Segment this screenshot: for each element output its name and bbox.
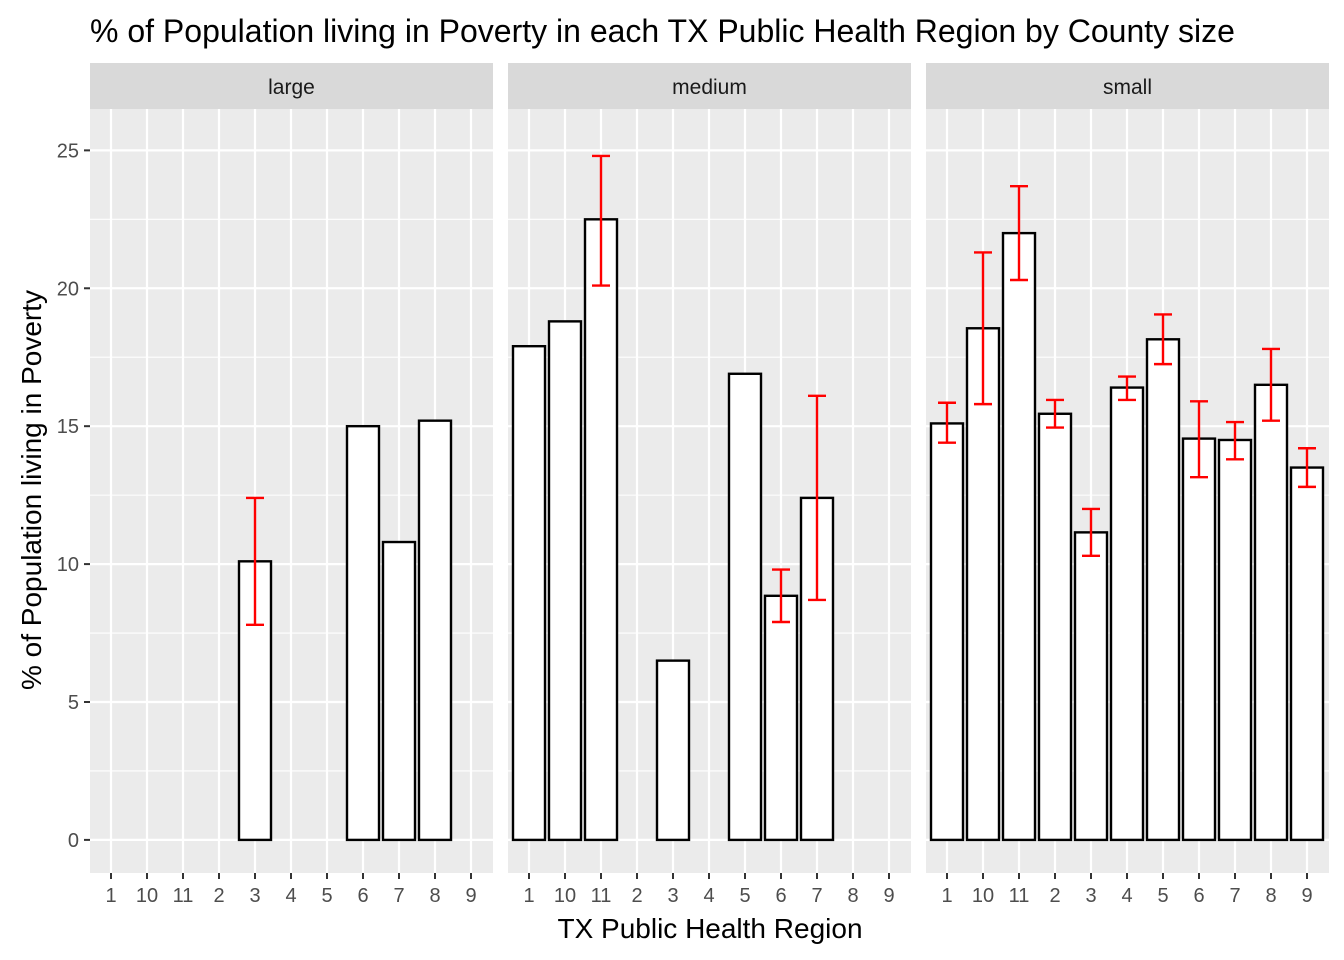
strip-label-small: small [1103, 76, 1152, 99]
x-tick-label: 9 [883, 885, 894, 907]
y-tick-label: 10 [57, 554, 79, 576]
x-tick-label: 3 [1085, 885, 1096, 907]
bar-small-10 [965, 327, 1001, 842]
x-tick-label: 5 [1157, 885, 1168, 907]
bar-medium-3 [655, 659, 691, 842]
strip-background [90, 63, 493, 109]
x-tick-label: 8 [1265, 885, 1276, 907]
facet-large: large 1 10 11 2 3 4 5 6 7 8 9 [90, 63, 493, 907]
x-tick-label: 10 [972, 885, 994, 907]
errorbar-medium-11 [592, 154, 610, 287]
x-tick-label: 7 [1229, 885, 1240, 907]
x-tick-label: 6 [1193, 885, 1204, 907]
errorbar-small-8 [1262, 347, 1280, 422]
bar-small-7 [1217, 438, 1253, 842]
y-tick-label: 20 [57, 278, 79, 300]
facet-small: small 1 10 11 2 3 4 5 6 7 8 9 [926, 63, 1329, 907]
bar-large-7 [381, 540, 417, 842]
errorbar-large-3 [246, 496, 264, 626]
bar-small-8 [1253, 383, 1289, 842]
errorbar-small-10 [974, 251, 992, 406]
x-tick-label: 5 [739, 885, 750, 907]
x-tick-label: 2 [213, 885, 224, 907]
errorbar-medium-6 [772, 568, 790, 624]
x-tick-label: 2 [631, 885, 642, 907]
x-tick-label: 11 [1009, 885, 1030, 907]
bar-medium-5 [727, 372, 763, 842]
errorbar-small-3 [1082, 507, 1100, 558]
x-tick-label: 1 [523, 885, 534, 907]
x-tick-label: 9 [465, 885, 476, 907]
x-tick-label: 10 [136, 885, 158, 907]
x-tick-label: 8 [429, 885, 440, 907]
x-tick-label: 5 [321, 885, 332, 907]
bar-medium-6 [763, 594, 799, 842]
bar-large-8 [417, 419, 453, 842]
x-tick-label: 11 [173, 885, 194, 907]
bar-small-3 [1073, 531, 1109, 842]
errorbar-small-6 [1190, 400, 1208, 479]
bar-medium-10 [547, 320, 583, 842]
x-tick-label: 10 [554, 885, 576, 907]
x-tick-label: 8 [847, 885, 858, 907]
errorbar-small-5 [1154, 313, 1172, 366]
x-tick-label: 1 [941, 885, 952, 907]
y-tick-label: 5 [68, 692, 79, 714]
bar-medium-11 [583, 218, 619, 842]
chart-title: % of Population living in Poverty in eac… [90, 13, 1235, 49]
bar-small-4 [1109, 386, 1145, 842]
bar-small-1 [929, 422, 965, 842]
bar-small-9 [1289, 466, 1325, 842]
errorbar-small-11 [1010, 185, 1028, 282]
x-tick-label: 7 [393, 885, 404, 907]
x-tick-label: 7 [811, 885, 822, 907]
bar-medium-1 [511, 344, 547, 842]
bar-small-11 [1001, 231, 1037, 842]
strip-label-medium: medium [672, 76, 747, 99]
bar-small-2 [1037, 412, 1073, 842]
bar-small-6 [1181, 437, 1217, 842]
bar-large-6 [345, 424, 381, 842]
x-tick-label: 1 [105, 885, 116, 907]
x-tick-label: 6 [775, 885, 786, 907]
x-tick-label: 11 [591, 885, 612, 907]
y-tick-label: 0 [68, 830, 79, 852]
y-axis-title: % of Population living in Poverty [16, 290, 47, 690]
strip-background [508, 63, 911, 109]
bar-small-5 [1145, 338, 1181, 842]
errorbar-small-7 [1226, 420, 1244, 461]
errorbar-small-2 [1046, 398, 1064, 429]
y-tick-label: 15 [57, 416, 79, 438]
x-tick-label: 6 [357, 885, 368, 907]
x-tick-label: 4 [1121, 885, 1132, 907]
strip-label-large: large [268, 76, 315, 99]
errorbar-small-9 [1298, 447, 1316, 489]
x-axis-title: TX Public Health Region [557, 913, 862, 944]
errorbar-medium-7 [808, 394, 826, 602]
errorbar-small-4 [1118, 375, 1136, 402]
x-tick-label: 2 [1049, 885, 1060, 907]
facet-medium: medium 1 10 11 2 3 4 5 6 7 8 9 [508, 63, 911, 907]
strip-background [926, 63, 1329, 109]
x-tick-label: 3 [249, 885, 260, 907]
y-tick-label: 25 [57, 140, 79, 162]
x-tick-label: 9 [1301, 885, 1312, 907]
x-tick-label: 4 [703, 885, 714, 907]
x-tick-label: 4 [285, 885, 296, 907]
x-tick-label: 3 [667, 885, 678, 907]
errorbar-small-1 [938, 401, 956, 444]
